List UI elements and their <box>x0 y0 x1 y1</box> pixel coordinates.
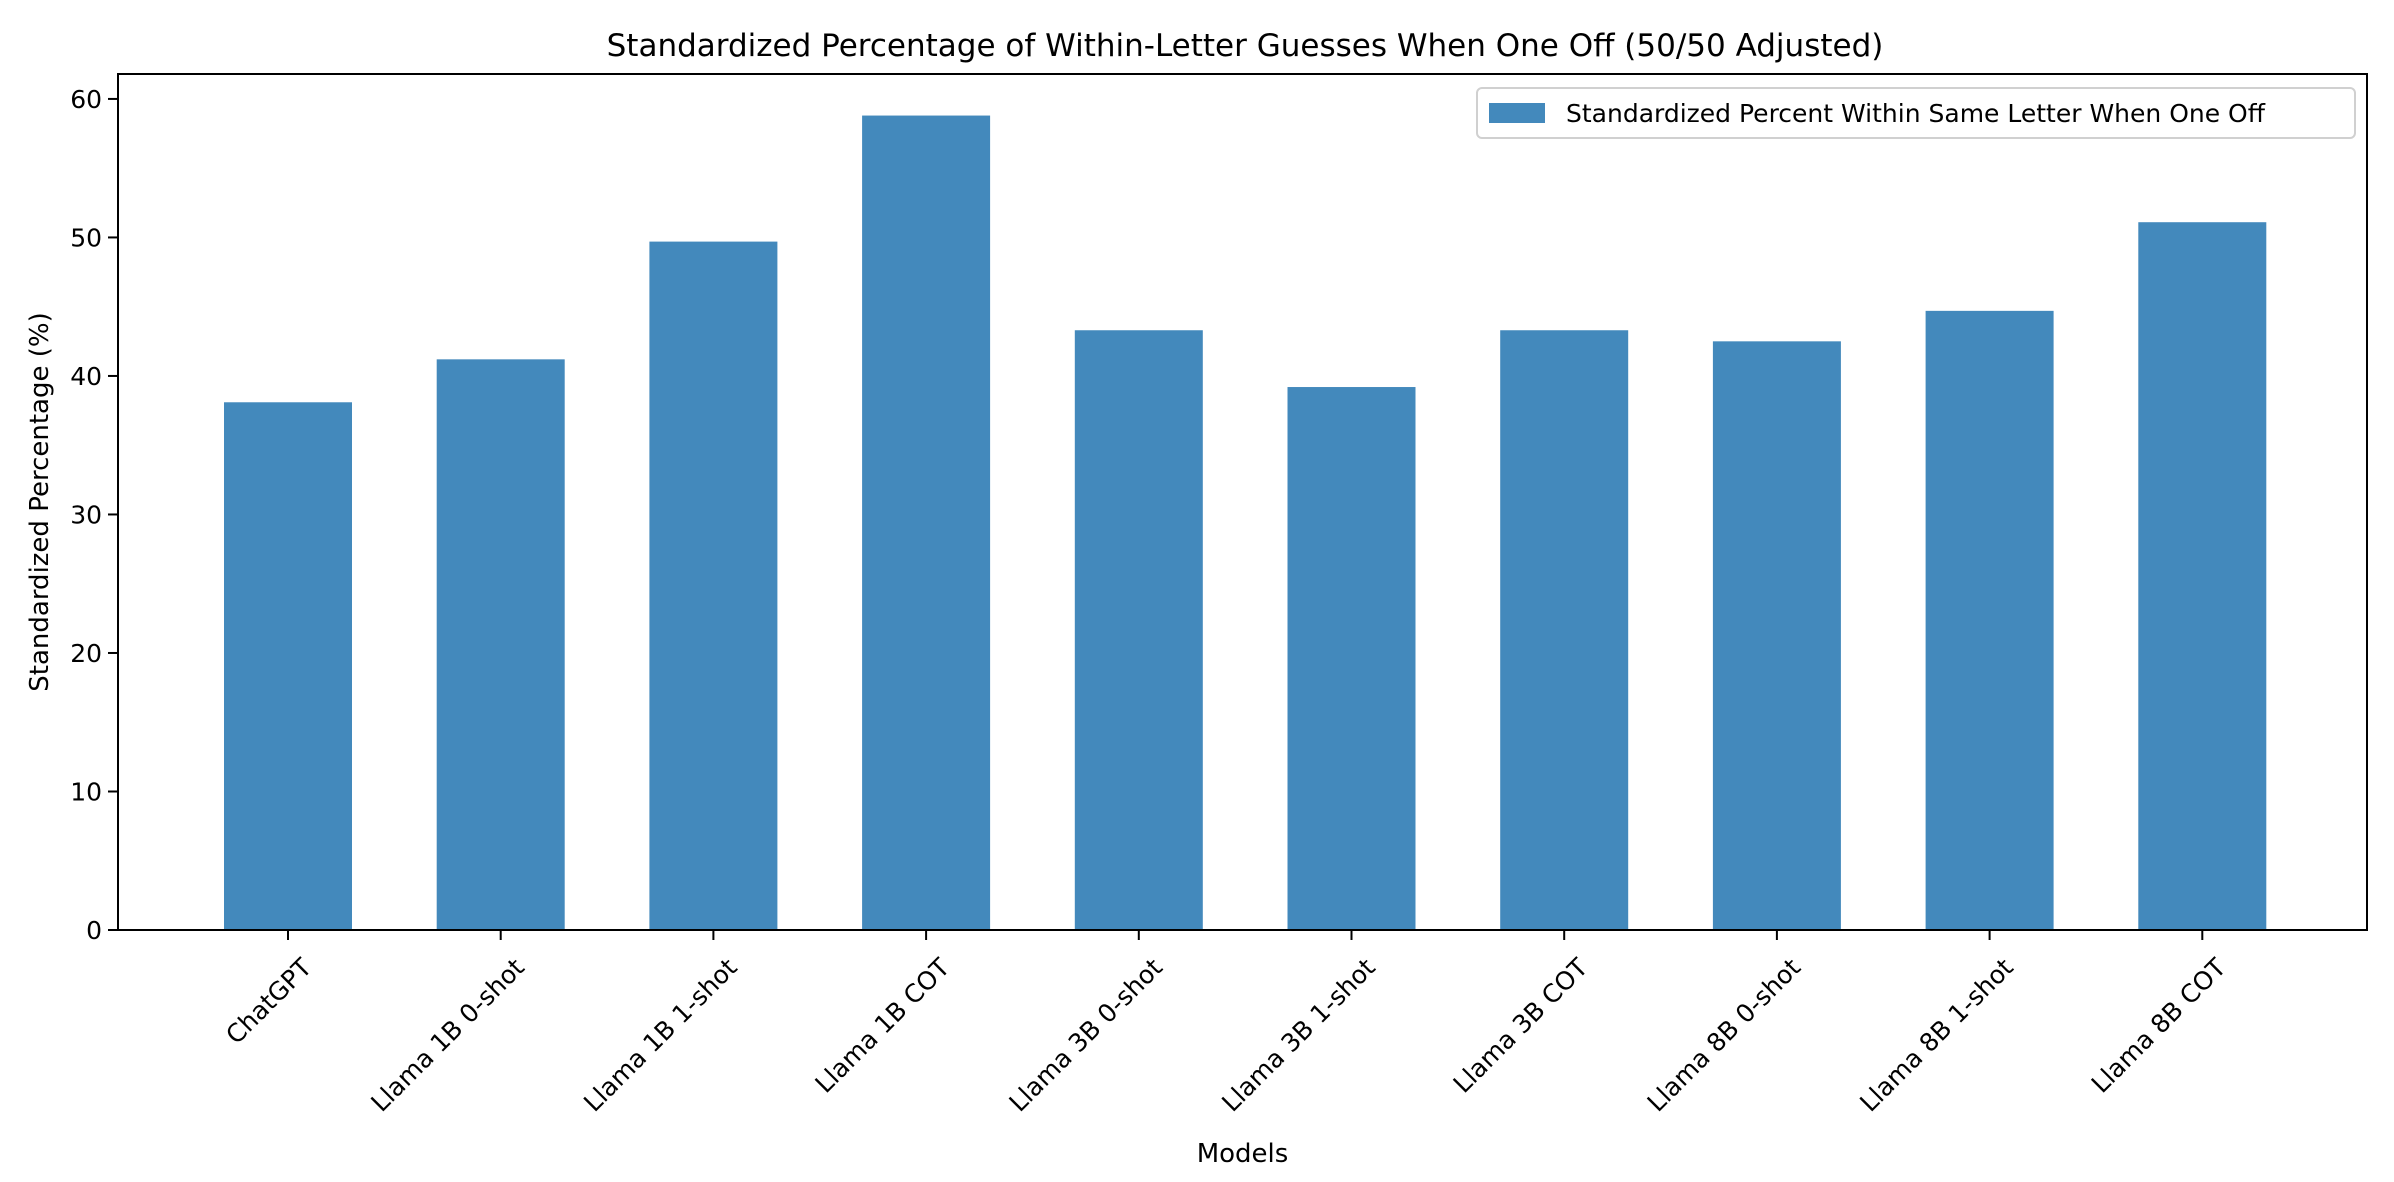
x-tick-label: ChatGPT <box>220 952 317 1049</box>
x-tick-label: Llama 1B COT <box>810 952 956 1098</box>
x-tick-label: Llama 8B 0-shot <box>1642 953 1807 1118</box>
bar-llama-3b-1-shot <box>1287 387 1416 930</box>
x-tick-label: Llama 1B 0-shot <box>365 953 530 1118</box>
x-tick-label: Llama 1B 1-shot <box>578 953 743 1118</box>
legend: Standardized Percent Within Same Letter … <box>1476 87 2356 139</box>
plot-frame <box>117 73 2368 931</box>
y-tick-label: 60 <box>70 85 102 114</box>
chart-title: Standardized Percentage of Within-Letter… <box>607 28 1884 64</box>
y-axis-label: Standardized Percentage (%) <box>25 312 55 691</box>
y-tick-label: 40 <box>70 362 102 391</box>
bar-llama-8b-0-shot <box>1712 341 1841 930</box>
bar-llama-3b-cot <box>1500 330 1629 930</box>
x-tick-label: Llama 8B 1-shot <box>1854 953 2019 1118</box>
bar-llama-1b-1-shot <box>649 241 778 931</box>
bar-chatgpt <box>224 402 352 930</box>
y-axis: 0 10 20 30 40 50 60 <box>70 85 118 945</box>
legend-box <box>1476 87 2356 139</box>
y-tick-label: 0 <box>86 916 102 945</box>
bar-llama-1b-cot <box>862 115 991 930</box>
x-axis: ChatGPT Llama 1B 0-shot Llama 1B 1-shot Lla… <box>220 930 2232 1117</box>
bar-llama-1b-0-shot <box>436 359 565 930</box>
legend-label: Standardized Percent Within Same Letter … <box>1566 99 2266 128</box>
x-tick-label: Llama 3B COT <box>1448 952 1594 1098</box>
legend-swatch <box>1489 103 1545 123</box>
x-axis-label: Models <box>1197 1139 1289 1169</box>
x-tick-label: Llama 3B 1-shot <box>1216 953 1381 1118</box>
bar-llama-8b-1-shot <box>1925 310 2054 930</box>
bar-llama-8b-cot <box>2138 222 2267 930</box>
y-tick-label: 50 <box>70 223 102 252</box>
bar-llama-3b-0-shot <box>1074 330 1203 930</box>
bars-group <box>224 115 2267 931</box>
x-tick-label: Llama 8B COT <box>2086 952 2232 1098</box>
y-tick-label: 10 <box>70 777 102 806</box>
x-tick-label: Llama 3B 0-shot <box>1004 953 1169 1118</box>
y-tick-label: 30 <box>70 500 102 529</box>
y-tick-label: 20 <box>70 639 102 668</box>
